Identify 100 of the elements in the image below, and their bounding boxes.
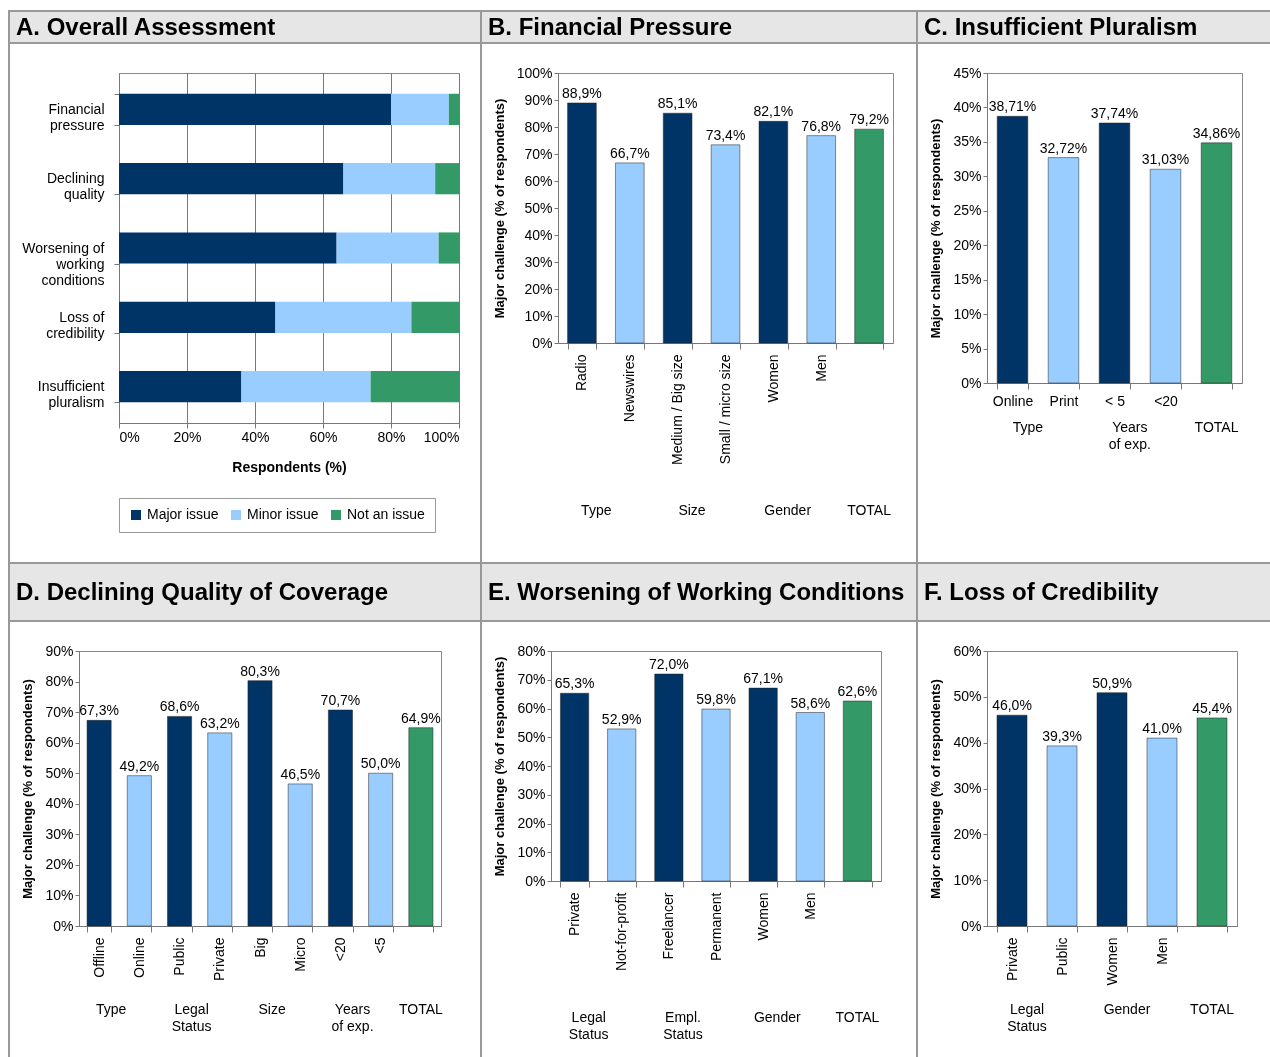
y-axis-title: Major challenge (% of respondents)	[20, 679, 36, 899]
y-tick-label: 80%	[45, 673, 74, 690]
y-tick-label: 40%	[953, 98, 982, 115]
y-tick-label: 50%	[517, 728, 546, 745]
x-tick-label: 20%	[173, 428, 202, 445]
text: Size	[678, 501, 706, 518]
x-tick-label: Women	[1103, 937, 1120, 986]
text: Gender	[764, 501, 812, 518]
x-tick-label: 40%	[241, 428, 270, 445]
x-tick-label: Newswires	[621, 354, 638, 423]
data-label: 72,0%	[649, 656, 689, 672]
data-label: 41,0%	[1142, 720, 1182, 737]
text: Type	[1012, 419, 1044, 435]
text: TOTAL	[835, 1009, 880, 1026]
data-label: 52,9%	[601, 710, 642, 727]
x-tick-label: <5	[372, 937, 389, 954]
x-tick-label: Public	[171, 937, 188, 976]
y-tick-label: 30%	[953, 780, 982, 796]
x-tick-label: Not-for-profit	[613, 892, 630, 972]
text: Legal Status	[1007, 1001, 1047, 1035]
x-tick-label: < 5	[1105, 392, 1126, 409]
y-tick-label: 70%	[517, 671, 546, 688]
y-tick-label: 25%	[953, 202, 982, 219]
x-tick-label: Men	[812, 354, 829, 382]
y-tick-label: 45%	[953, 64, 982, 81]
text: TOTAL	[1190, 1001, 1235, 1018]
x-tick-label: Small / micro size	[717, 354, 733, 465]
x-tick-label: 60%	[309, 428, 338, 445]
y-axis-title: Major challenge (% of respondents)	[928, 118, 944, 339]
y-tick-label: 60%	[524, 172, 553, 189]
data-label: 70,7%	[320, 691, 361, 708]
x-tick-label: <20	[331, 937, 348, 962]
x-tick-label: Offline	[90, 937, 107, 978]
y-tick-label: Financial pressure	[48, 100, 105, 133]
data-label: 45,4%	[1192, 699, 1232, 716]
data-label: 59,8%	[696, 691, 736, 708]
y-tick-label: 10%	[524, 307, 553, 324]
y-tick-label: 50%	[953, 688, 982, 705]
data-label: 50,9%	[1092, 674, 1132, 691]
y-tick-label: 90%	[45, 642, 74, 659]
data-label: 76,8%	[801, 117, 842, 134]
data-label: 32,72%	[1039, 139, 1088, 156]
y-tick-label: 30%	[524, 253, 553, 270]
text: Gender	[753, 1009, 801, 1026]
y-tick-label: Insufficient pluralism	[37, 378, 105, 411]
data-label: 46,5%	[280, 765, 321, 782]
text: TOTAL	[1194, 419, 1239, 435]
x-axis-title: Respondents (%)	[232, 458, 347, 475]
x-tick-label: Men	[1153, 937, 1170, 965]
data-label: 67,1%	[743, 670, 783, 687]
data-label: 82,1%	[753, 103, 794, 120]
data-label: 58,6%	[790, 694, 831, 711]
y-axis-title: Major challenge (% of respondents)	[492, 656, 508, 877]
y-tick-label: 50%	[524, 199, 553, 216]
x-tick-label: Permanent	[707, 892, 724, 961]
data-label: 34,86%	[1192, 124, 1241, 141]
y-tick-label: 30%	[517, 786, 546, 803]
text: Size	[258, 1001, 286, 1018]
chart-title: B. Financial Pressure	[482, 12, 916, 44]
y-tick-label: 20%	[953, 825, 982, 842]
y-tick-label: Worsening of working conditions	[22, 239, 105, 288]
y-tick-label: 60%	[517, 700, 546, 716]
y-tick-label: 10%	[45, 886, 74, 903]
x-tick-label: Women	[764, 354, 781, 403]
data-label: 65,3%	[554, 675, 595, 692]
x-tick-label: 0%	[119, 428, 140, 445]
y-tick-label: Declining quality	[46, 170, 105, 203]
text: Type	[581, 501, 612, 518]
y-tick-label: 80%	[524, 118, 553, 135]
data-label: 38,71%	[988, 98, 1037, 115]
y-tick-label: 70%	[524, 145, 553, 162]
x-tick-label: Private	[1003, 937, 1020, 982]
data-label: 66,7%	[609, 144, 650, 161]
x-tick-label: Print	[1049, 392, 1079, 409]
chart-title: C. Insufficient Pluralism	[918, 12, 1270, 44]
data-label: 64,9%	[401, 709, 441, 726]
data-label: 88,9%	[562, 84, 602, 101]
y-tick-label: 40%	[45, 795, 74, 812]
y-tick-label: 0%	[532, 334, 553, 351]
x-tick-label: 100%	[423, 428, 460, 445]
y-tick-label: 50%	[45, 764, 74, 781]
data-label: 39,3%	[1042, 727, 1082, 744]
text: Legal Status	[171, 1001, 212, 1035]
data-label: 31,03%	[1141, 151, 1190, 168]
y-tick-label: 40%	[953, 734, 982, 751]
data-label: 85,1%	[657, 95, 698, 112]
chart-title: E. Worsening of Working Conditions	[482, 564, 916, 622]
y-tick-label: 35%	[953, 133, 982, 150]
text: TOTAL	[398, 1001, 444, 1018]
x-tick-label: Micro	[291, 937, 308, 972]
y-tick-label: 10%	[953, 305, 982, 322]
x-tick-label: Private	[566, 892, 583, 937]
chart-title: F. Loss of Credibility	[918, 564, 1270, 622]
x-tick-label: Big	[251, 937, 268, 958]
text: Type	[96, 1001, 127, 1018]
y-tick-label: 30%	[953, 167, 982, 184]
text: Years of exp.	[1108, 419, 1151, 452]
data-label: 63,2%	[199, 714, 240, 731]
y-tick-label: 15%	[953, 271, 982, 288]
y-tick-label: 60%	[953, 642, 982, 659]
